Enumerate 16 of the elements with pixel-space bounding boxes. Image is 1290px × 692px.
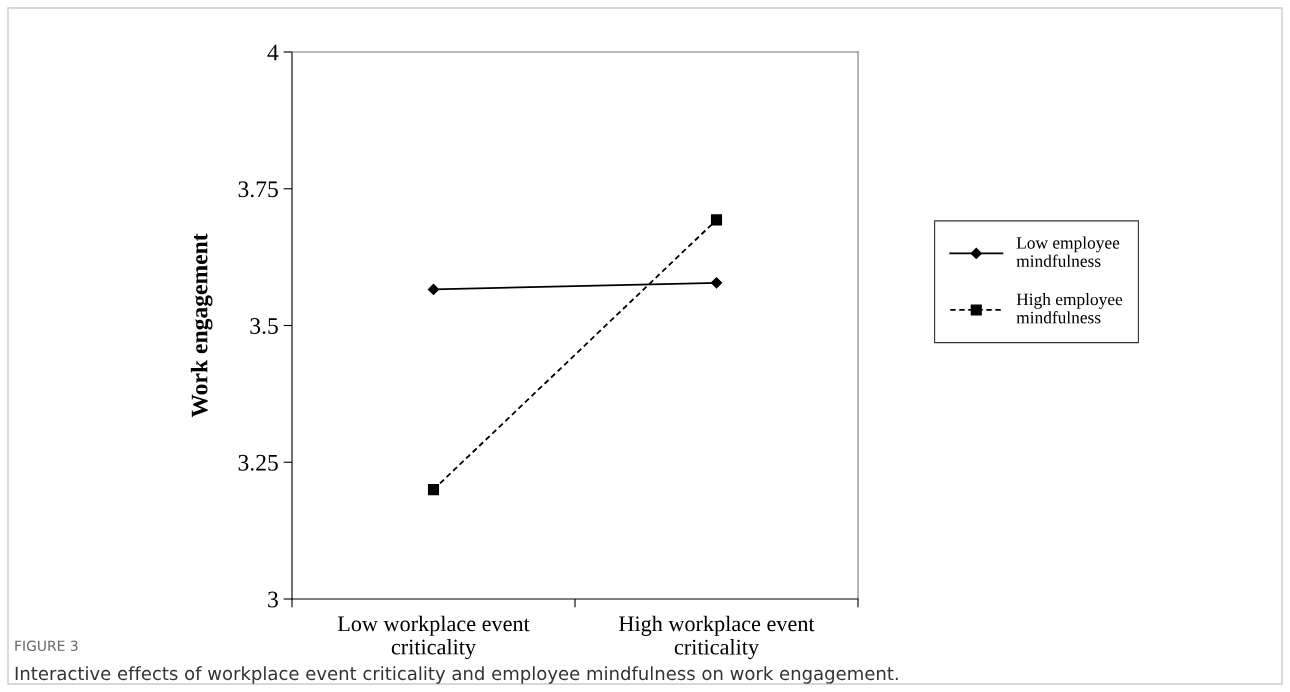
y-axis-title: Work engagement bbox=[190, 233, 213, 418]
y-tick-label: 3.75 bbox=[238, 181, 278, 198]
y-tick-label: 3 bbox=[268, 591, 278, 608]
y-tick-label: 3.5 bbox=[250, 318, 278, 335]
point bbox=[427, 283, 440, 296]
point bbox=[710, 277, 723, 289]
caption: FIGURE 3 bbox=[15, 640, 78, 652]
x-tick-label: Low workplace event criticality bbox=[337, 615, 530, 660]
text: Interactive effects of workplace event criticality and employee mindfulness on work engagement. bbox=[15, 666, 898, 684]
point bbox=[427, 484, 440, 496]
legend-label: High employee mindfulness bbox=[1016, 293, 1123, 324]
y-tick-label: 3.25 bbox=[238, 454, 278, 471]
legend-label: Low employee mindfulness bbox=[1016, 236, 1120, 267]
x-tick-label: High workplace event criticality bbox=[619, 615, 815, 660]
y-tick-label: 4 bbox=[267, 44, 279, 61]
point bbox=[710, 214, 723, 226]
